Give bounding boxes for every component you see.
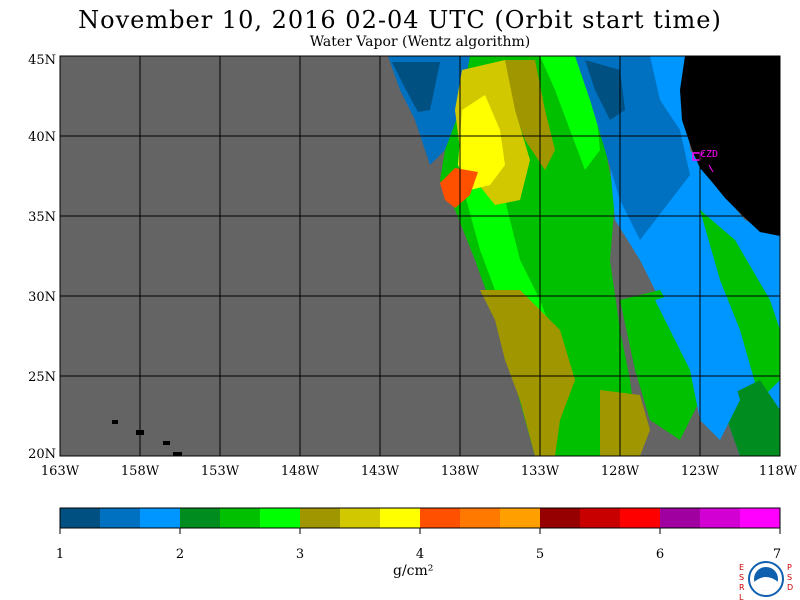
lon-label: 123W (681, 464, 720, 479)
lat-label: 45N (28, 53, 56, 68)
svg-text:R: R (739, 583, 745, 592)
swath-olive-north (505, 60, 555, 170)
swath-olive (480, 290, 575, 456)
swath-darkblue-nw (392, 62, 440, 112)
lon-label: 128W (601, 464, 640, 479)
svg-text:S: S (787, 573, 792, 582)
colorbar-swatch (620, 508, 661, 528)
colorbar-swatch (420, 508, 461, 528)
lon-label: 138W (441, 464, 480, 479)
colorbar-tick-label: 4 (416, 547, 424, 562)
chart-subtitle: Water Vapor (Wentz algorithm) (309, 34, 531, 50)
colorbar-tick-label: 5 (536, 547, 544, 562)
latitude-labels: 45N 40N 35N 30N 25N 20N (28, 53, 56, 462)
swath-yellow (458, 95, 505, 190)
lon-label: 133W (521, 464, 560, 479)
swath-green-coastal (700, 210, 780, 400)
colorbar-swatch (140, 508, 181, 528)
colorbar-swatch (580, 508, 621, 528)
colorbar-tick-label: 7 (773, 547, 781, 562)
svg-text:P: P (787, 563, 792, 572)
map-border (59, 55, 781, 457)
colorbar-swatch (100, 508, 141, 528)
swath-olive-south (600, 390, 650, 456)
station-label: CZD (700, 149, 718, 160)
logo-left-text: E (739, 563, 744, 572)
colorbar-tick-labels: 1 2 3 4 5 6 7 (56, 528, 781, 562)
colorbar-swatch (660, 508, 701, 528)
colorbar-tick-label: 1 (56, 547, 64, 562)
swath-darkblue-nne (585, 60, 625, 120)
colorbar-swatch (220, 508, 261, 528)
colorbar-swatch (340, 508, 381, 528)
longitude-labels: 163W 158W 153W 148W 143W 138W 133W 128W 123W 118W (41, 464, 798, 479)
lat-label: 25N (28, 370, 56, 385)
colorbar-swatch (460, 508, 501, 528)
lon-label: 148W (281, 464, 320, 479)
lon-label: 153W (201, 464, 240, 479)
colorbar (59, 507, 781, 529)
colorbar-swatch (60, 508, 101, 528)
colorbar-swatch (180, 508, 221, 528)
colorbar-tick-label: 3 (296, 547, 304, 562)
colorbar-swatch (700, 508, 741, 528)
swath-blue-east-mid (655, 290, 740, 440)
lon-label: 163W (41, 464, 80, 479)
colorbar-swatch (300, 508, 341, 528)
svg-text:L: L (739, 593, 744, 600)
svg-text:D: D (787, 583, 793, 592)
colorbar-swatch (540, 508, 581, 528)
chart-title: November 10, 2016 02-04 UTC (Orbit start… (78, 6, 722, 34)
colorbar-unit-label: g/cm² (393, 563, 434, 579)
lat-label: 20N (28, 447, 56, 462)
land-north-america (680, 56, 780, 236)
svg-text:S: S (739, 573, 744, 582)
noaa-esrl-psd-logo: E S R L P S D (735, 558, 797, 600)
lon-label: 118W (759, 464, 798, 479)
lat-label: 35N (28, 210, 56, 225)
lat-label: 40N (28, 130, 56, 145)
colorbar-swatch (380, 508, 421, 528)
colorbar-swatch (260, 508, 301, 528)
lat-label: 30N (28, 290, 56, 305)
lon-label: 158W (121, 464, 160, 479)
colorbar-swatch (740, 508, 781, 528)
colorbar-tick-label: 6 (656, 547, 664, 562)
colorbar-tick-label: 2 (176, 547, 184, 562)
colorbar-swatch (500, 508, 541, 528)
swath-orange-max (440, 168, 478, 208)
noaa-logo-icon: E S R L P S D (739, 561, 793, 600)
lon-label: 143W (361, 464, 400, 479)
